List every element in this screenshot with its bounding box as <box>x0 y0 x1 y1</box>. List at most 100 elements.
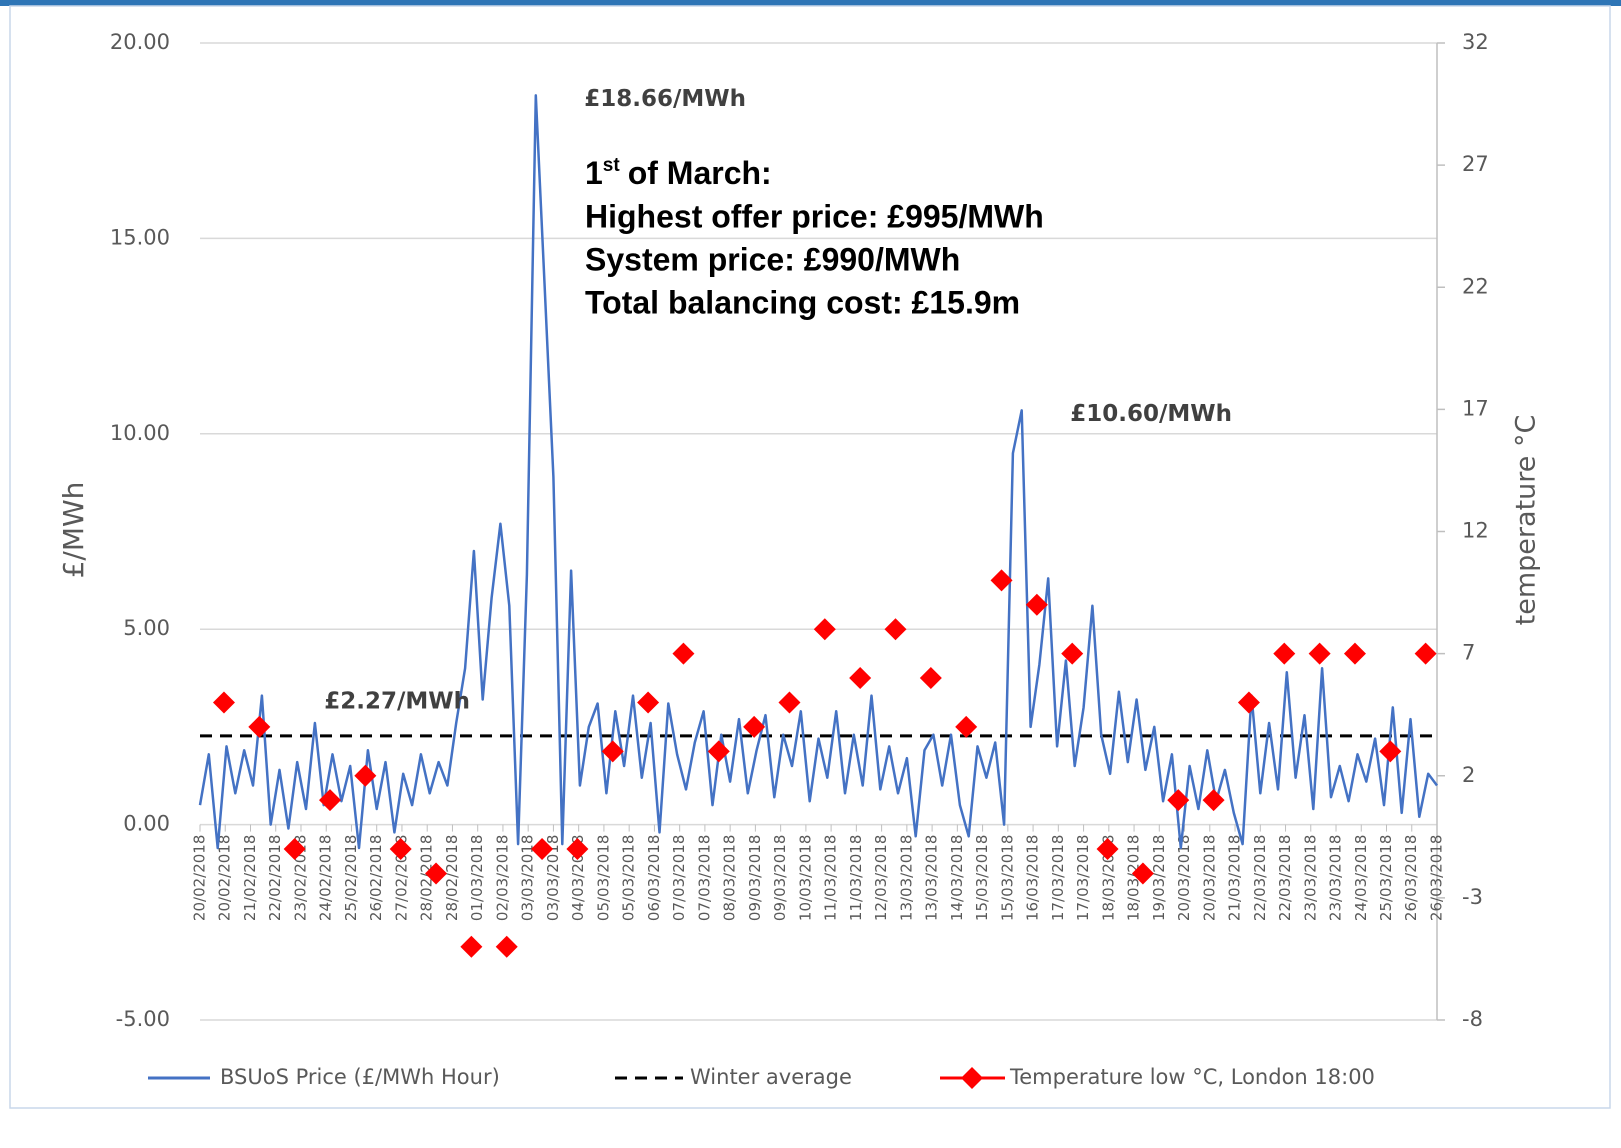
temperature-marker <box>319 789 342 812</box>
temperature-marker <box>707 740 730 763</box>
x-tick-label: 22/03/2018 <box>1251 835 1269 921</box>
temperature-marker <box>1237 691 1260 714</box>
x-tick-label: 25/02/2018 <box>342 835 360 921</box>
y2-tick-label: 7 <box>1462 641 1475 665</box>
x-tick-label: 23/03/2018 <box>1301 835 1319 921</box>
note-day: 1 <box>585 155 603 191</box>
legend-marker <box>961 1067 983 1089</box>
note-suffix: st <box>603 155 621 176</box>
x-tick-label: 01/03/2018 <box>468 835 486 921</box>
x-tick-label: 15/03/2018 <box>973 835 991 921</box>
x-tick-label: 26/03/2018 <box>1428 835 1446 921</box>
temperature-marker <box>354 764 377 787</box>
temperature-marker <box>1343 642 1366 665</box>
x-tick-label: 23/03/2018 <box>1327 835 1345 921</box>
x-tick-label: 25/03/2018 <box>1377 835 1395 921</box>
x-tick-label: 14/03/2018 <box>948 835 966 921</box>
x-tick-label: 22/03/2018 <box>1276 835 1294 921</box>
y-tick-label: 10.00 <box>110 421 170 445</box>
temperature-marker <box>743 715 766 738</box>
x-tick-label: 21/03/2018 <box>1226 835 1244 921</box>
x-tick-label: 02/03/2018 <box>493 835 511 921</box>
x-tick-label: 13/03/2018 <box>897 835 915 921</box>
temperature-marker <box>566 838 589 861</box>
temperature-marker <box>1096 838 1119 861</box>
y-tick-label: 20.00 <box>110 30 170 54</box>
x-tick-label: 20/02/2018 <box>216 835 234 921</box>
note-line: Highest offer price: £995/MWh <box>585 198 1044 234</box>
peak-label: £2.27/MWh <box>324 688 470 714</box>
temperature-marker <box>531 838 554 861</box>
legend-label: Winter average <box>690 1065 852 1089</box>
x-tick-label: 15/03/2018 <box>998 835 1016 921</box>
temperature-marker <box>495 935 518 958</box>
temperature-marker <box>849 667 872 690</box>
temperature-marker <box>1167 789 1190 812</box>
temperature-marker <box>460 935 483 958</box>
y2-tick-label: 22 <box>1462 274 1489 298</box>
temperature-marker <box>813 618 836 641</box>
x-tick-label: 21/02/2018 <box>241 835 259 921</box>
peak-label: £10.60/MWh <box>1070 401 1232 427</box>
temperature-marker <box>425 862 448 885</box>
x-tick-label: 13/03/2018 <box>923 835 941 921</box>
x-tick-label: 18/03/2018 <box>1125 835 1143 921</box>
x-tick-label: 22/02/2018 <box>266 835 284 921</box>
temperature-marker <box>1414 642 1437 665</box>
y2-tick-label: 2 <box>1462 763 1475 787</box>
temperature-marker <box>955 715 978 738</box>
x-tick-label: 03/03/2018 <box>544 835 562 921</box>
temperature-marker <box>884 618 907 641</box>
y2-tick-label: 12 <box>1462 519 1489 543</box>
x-tick-label: 28/02/2018 <box>418 835 436 921</box>
x-tick-label: 09/03/2018 <box>771 835 789 921</box>
x-tick-label: 05/03/2018 <box>620 835 638 921</box>
note-rest: of March: <box>628 155 772 191</box>
temperature-marker <box>1061 642 1084 665</box>
frame <box>9 5 1611 1109</box>
y2-tick-label: -3 <box>1462 885 1483 909</box>
temperature-marker <box>1025 593 1048 616</box>
temperature-marker <box>637 691 660 714</box>
y-tick-label: 0.00 <box>123 812 170 836</box>
note-line: System price: £990/MWh <box>585 241 960 277</box>
y-tick-label: -5.00 <box>116 1007 170 1031</box>
x-tick-label: 24/02/2018 <box>317 835 335 921</box>
note-title: 1st of March: <box>585 155 772 191</box>
x-tick-label: 20/03/2018 <box>1200 835 1218 921</box>
note-line: Total balancing cost: £15.9m <box>585 284 1020 320</box>
temperature-marker <box>248 715 271 738</box>
x-tick-label: 26/02/2018 <box>367 835 385 921</box>
temperature-marker <box>1202 789 1225 812</box>
legend-label: Temperature low °C, London 18:00 <box>1009 1065 1375 1089</box>
y-tick-label: 5.00 <box>123 616 170 640</box>
x-tick-label: 17/03/2018 <box>1049 835 1067 921</box>
y2-tick-label: 17 <box>1462 396 1489 420</box>
temperature-marker <box>672 642 695 665</box>
price-line <box>198 94 1438 850</box>
temperature-marker <box>283 838 306 861</box>
x-tick-label: 05/03/2018 <box>594 835 612 921</box>
x-tick-label: 24/03/2018 <box>1352 835 1370 921</box>
temperature-marker <box>1308 642 1331 665</box>
y-axis-title: £/MWh <box>57 482 90 579</box>
legend-label: BSUoS Price (£/MWh Hour) <box>220 1065 500 1089</box>
temperature-marker <box>1379 740 1402 763</box>
peak-label: £18.66/MWh <box>584 86 746 112</box>
x-tick-label: 07/03/2018 <box>695 835 713 921</box>
top-bar <box>0 0 1621 6</box>
x-tick-label: 11/03/2018 <box>822 835 840 921</box>
x-tick-label: 03/03/2018 <box>519 835 537 921</box>
temperature-marker <box>990 569 1013 592</box>
x-tick-label: 11/03/2018 <box>847 835 865 921</box>
y-tick-label: 15.00 <box>110 225 170 249</box>
x-tick-label: 10/03/2018 <box>796 835 814 921</box>
x-tick-label: 07/03/2018 <box>670 835 688 921</box>
temperature-marker <box>778 691 801 714</box>
x-tick-label: 09/03/2018 <box>746 835 764 921</box>
x-tick-label: 20/03/2018 <box>1175 835 1193 921</box>
x-tick-label: 08/03/2018 <box>721 835 739 921</box>
x-tick-label: 28/02/2018 <box>443 835 461 921</box>
x-tick-label: 17/03/2018 <box>1074 835 1092 921</box>
